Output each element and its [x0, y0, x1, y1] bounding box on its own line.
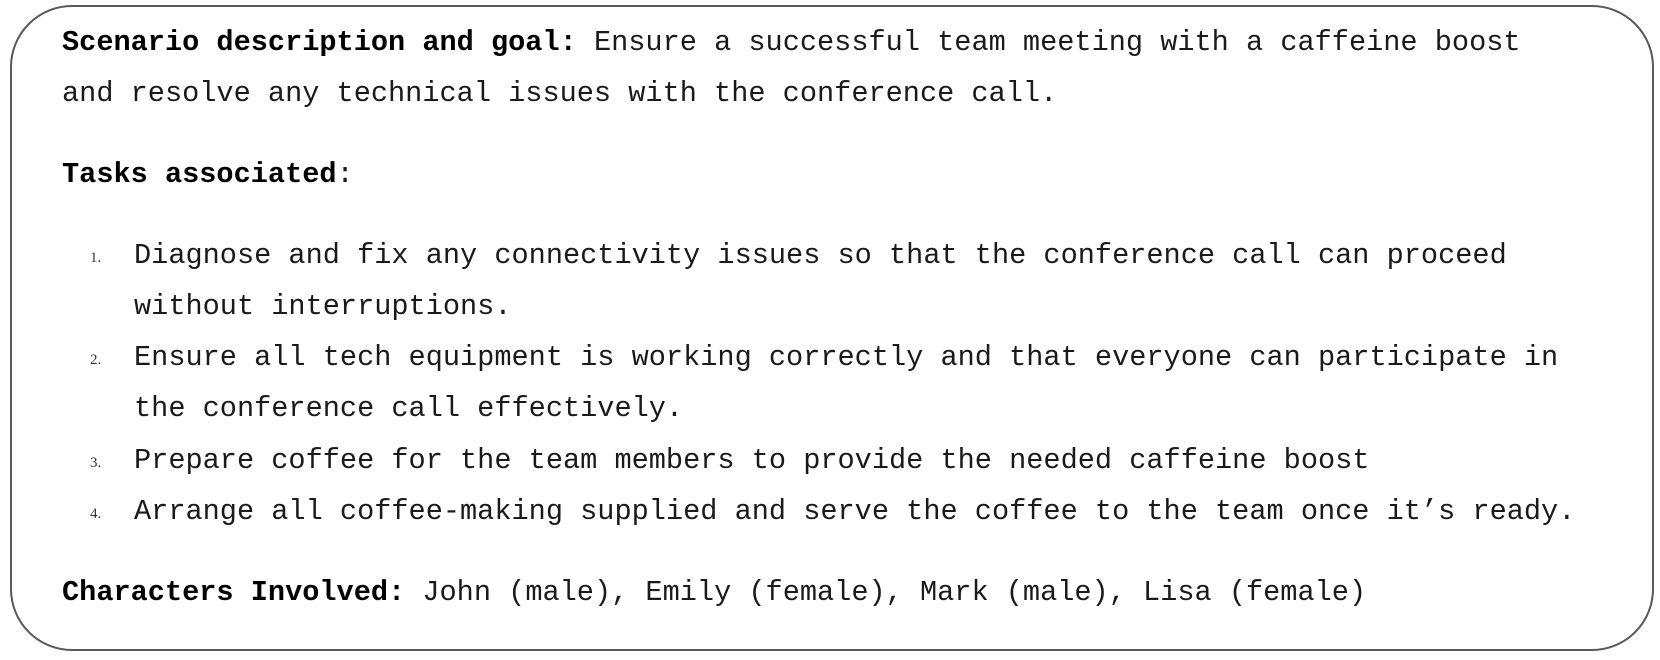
scenario-text-2: and resolve any technical issues with th… — [62, 77, 1058, 110]
task-text-line-2: without interruptions. — [134, 290, 512, 323]
characters-line: Characters Involved: John (male), Emily … — [62, 576, 1367, 609]
task-number: 2. — [90, 352, 102, 368]
characters-value: John (male), Emily (female), Mark (male)… — [422, 576, 1367, 609]
task-text-line-2: the conference call effectively. — [134, 392, 684, 425]
tasks-heading-label: Tasks associated — [62, 158, 337, 191]
tasks-heading: Tasks associated: — [62, 158, 354, 191]
task-number: 3. — [90, 455, 102, 471]
characters-label: Characters Involved: — [62, 576, 406, 609]
task-number: 1. — [90, 250, 102, 266]
scenario-card — [10, 5, 1654, 651]
tasks-heading-colon: : — [336, 158, 354, 191]
scenario-label: Scenario description and goal: — [62, 26, 577, 59]
scenario-text-1: Ensure a successful team meeting with a … — [593, 26, 1521, 59]
task-text-line-1: Arrange all coffee-making supplied and s… — [134, 495, 1576, 528]
task-text-line-1: Diagnose and fix any connectivity issues… — [134, 239, 1507, 272]
scenario-line-1: Scenario description and goal: Ensure a … — [62, 26, 1521, 59]
task-number: 4. — [90, 506, 102, 522]
task-text-line-1: Ensure all tech equipment is working cor… — [134, 341, 1559, 374]
scenario-line-2: and resolve any technical issues with th… — [62, 77, 1058, 110]
task-text-line-1: Prepare coffee for the team members to p… — [134, 444, 1370, 477]
